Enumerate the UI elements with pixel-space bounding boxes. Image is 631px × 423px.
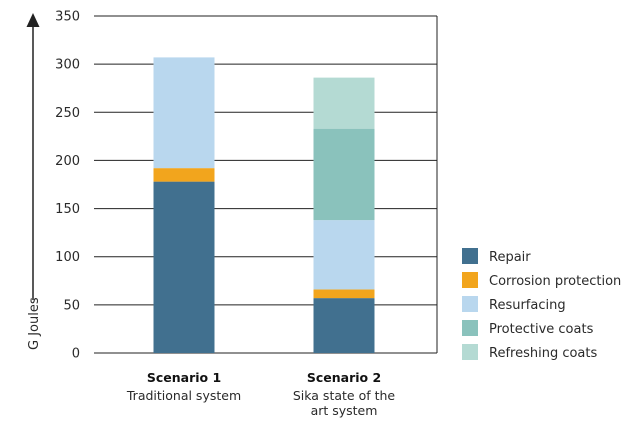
legend-swatch bbox=[462, 344, 478, 360]
gridlines bbox=[94, 15, 438, 354]
legend: Repair Corrosion protection Resurfacing Pro… bbox=[462, 248, 621, 361]
y-tick-label: 50 bbox=[63, 298, 80, 313]
bar-segment-refreshing-coats bbox=[313, 77, 375, 129]
legend-label: Refreshing coats bbox=[489, 346, 597, 361]
y-axis-arrow-icon bbox=[26, 13, 40, 27]
category-subtitle: art system bbox=[311, 403, 378, 418]
category-labels: Scenario 1 Traditional system Scenario 2 Si… bbox=[126, 370, 396, 418]
y-tick-label: 300 bbox=[55, 58, 80, 73]
y-axis-label: G Joules bbox=[27, 297, 42, 350]
y-tick-label: 150 bbox=[55, 202, 80, 217]
bar-segment-resurfacing bbox=[313, 220, 375, 290]
legend-label: Protective coats bbox=[489, 322, 594, 337]
legend-swatch bbox=[462, 320, 478, 336]
y-tick-label: 350 bbox=[55, 10, 80, 25]
legend-swatch bbox=[462, 248, 478, 264]
category-subtitle: Traditional system bbox=[126, 388, 241, 403]
bars bbox=[153, 57, 375, 353]
bar-segment-resurfacing bbox=[153, 57, 215, 169]
category-subtitle: Sika state of the bbox=[293, 388, 396, 403]
category-title: Scenario 1 bbox=[147, 370, 221, 385]
legend-label: Repair bbox=[489, 250, 531, 265]
bar-segment-corrosion-protection bbox=[153, 168, 215, 182]
legend-swatch bbox=[462, 272, 478, 288]
y-tick-label: 250 bbox=[55, 106, 80, 121]
bar-segment-corrosion-protection bbox=[313, 289, 375, 299]
legend-label: Corrosion protection bbox=[489, 274, 621, 289]
legend-swatch bbox=[462, 296, 478, 312]
y-tick-label: 0 bbox=[72, 347, 80, 362]
bar-segment-protective-coats bbox=[313, 128, 375, 221]
bar-segment-repair bbox=[153, 181, 215, 353]
y-tick-label: 200 bbox=[55, 154, 80, 169]
legend-label: Resurfacing bbox=[489, 298, 566, 313]
bar-segment-repair bbox=[313, 298, 375, 353]
y-tick-labels: 0 50 100 150 200 250 300 350 bbox=[55, 10, 80, 362]
y-axis: G Joules bbox=[26, 13, 42, 350]
y-tick-label: 100 bbox=[55, 250, 80, 265]
category-title: Scenario 2 bbox=[307, 370, 381, 385]
